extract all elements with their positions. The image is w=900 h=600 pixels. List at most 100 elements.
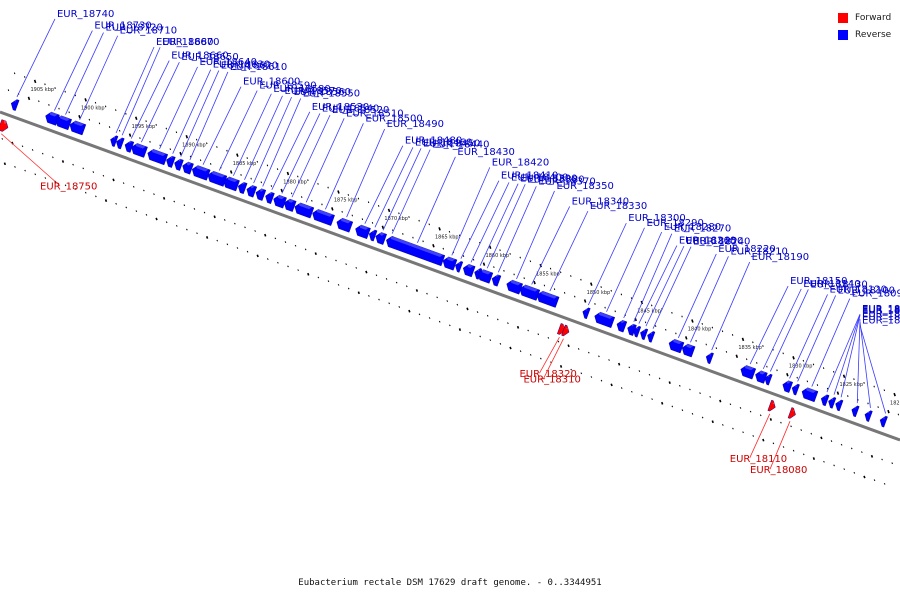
track-tick (820, 436, 823, 440)
gene-label: EUR_18590 (259, 81, 316, 92)
track-tick (179, 151, 182, 156)
track-tick (563, 291, 566, 294)
track-tick (325, 255, 327, 258)
gene-block (116, 137, 125, 150)
kbp-tick-label: 1860 kbp (486, 253, 510, 259)
track-tick (638, 370, 641, 372)
track-tick (367, 201, 370, 204)
track-tick (321, 203, 323, 206)
gene-label: EUR_18380 (527, 174, 584, 185)
track-tick (766, 365, 768, 368)
track-tick (68, 111, 70, 114)
gene-block (368, 229, 378, 242)
track-tick (731, 334, 734, 336)
gene-block (375, 231, 387, 245)
track-tick (189, 155, 192, 158)
track-tick (853, 378, 855, 381)
track-ticks: 1905 kbp 1900 kbp 1895 kbp 1890 kbp 1885 kbp… (1, 72, 900, 485)
gene-block (491, 274, 502, 287)
gene-label: EUR_18720 (105, 23, 162, 34)
track-tick (38, 100, 40, 103)
track-tick (782, 352, 784, 355)
track-tick (756, 362, 758, 364)
track-tick (850, 447, 853, 450)
gene-highlight (390, 235, 443, 257)
track-tick (644, 321, 647, 324)
gene-shape (536, 290, 560, 308)
track-tick (115, 202, 117, 205)
track-tick (78, 114, 81, 119)
track-tick (658, 377, 661, 380)
track-tick (347, 287, 350, 290)
track-tick (519, 350, 522, 353)
track-tick (84, 98, 87, 102)
track-tick (559, 271, 562, 274)
gene-shape (616, 320, 628, 333)
gene-label: EUR_18010 (862, 315, 900, 326)
track-tick (327, 280, 330, 283)
gene-block (10, 98, 20, 111)
genome-caption: Eubacterium rectale DSM 17629 draft geno… (298, 578, 602, 588)
track-tick (357, 197, 360, 200)
gene-leader-line (374, 147, 414, 228)
track-tick (307, 272, 310, 276)
kbp-tick-label: 1875 kbp (334, 198, 358, 204)
gene-shape (116, 137, 125, 150)
track-tick (284, 241, 287, 243)
track-tick (143, 189, 145, 192)
gene-label: EUR_18480 (405, 136, 462, 147)
track-tick (863, 475, 866, 479)
track-tick (260, 181, 263, 184)
track-tick (24, 76, 26, 78)
track-tick (742, 431, 744, 434)
track-tick (671, 405, 674, 408)
track-tick (72, 163, 74, 166)
track-tick (173, 200, 176, 203)
gene-label: EUR_18110 (730, 454, 787, 465)
track-tick (335, 259, 337, 262)
track-tick (7, 89, 10, 92)
gene-shape (0, 119, 9, 132)
track-tick (64, 90, 66, 93)
track-tick (617, 362, 621, 366)
gene-label: EUR_18740 (57, 9, 114, 20)
gene-leader-line (391, 149, 431, 234)
track-tick (752, 435, 755, 437)
track-tick (448, 324, 451, 327)
track-tick (620, 293, 623, 296)
track-tick (628, 366, 631, 369)
gene-block (312, 208, 335, 226)
gene-leader-line (549, 210, 589, 292)
track-tick (246, 250, 249, 253)
track-tick (802, 359, 805, 362)
track-tick (280, 188, 284, 193)
track-tick (695, 339, 697, 342)
track-tick (412, 236, 414, 239)
track-tick (590, 282, 593, 286)
gene-label: EUR_18430 (457, 147, 514, 158)
track-tick (209, 163, 212, 165)
gene-label: EUR_18550 (303, 88, 360, 99)
track-tick (428, 223, 430, 226)
track-tick (307, 179, 309, 182)
track-tick (883, 389, 886, 392)
gene-leader-line (690, 256, 729, 343)
gene-shape (147, 149, 169, 166)
track-tick (631, 390, 633, 393)
track-tick (651, 398, 653, 401)
track-tick (21, 145, 24, 148)
gene-shape (312, 209, 335, 226)
track-tick (246, 157, 248, 159)
gene-highlight (631, 323, 635, 327)
gene-block (633, 325, 642, 338)
kbp-tick-label: 1845 kbp (637, 308, 661, 314)
track-tick (472, 258, 475, 261)
gene-label: EUR_18710 (120, 26, 177, 37)
gene-label: EUR_18080 (750, 465, 807, 476)
track-tick (186, 228, 188, 231)
gene-block (455, 260, 464, 273)
gene-block (294, 202, 315, 219)
track-tick (458, 328, 462, 331)
track-tick (600, 379, 603, 382)
